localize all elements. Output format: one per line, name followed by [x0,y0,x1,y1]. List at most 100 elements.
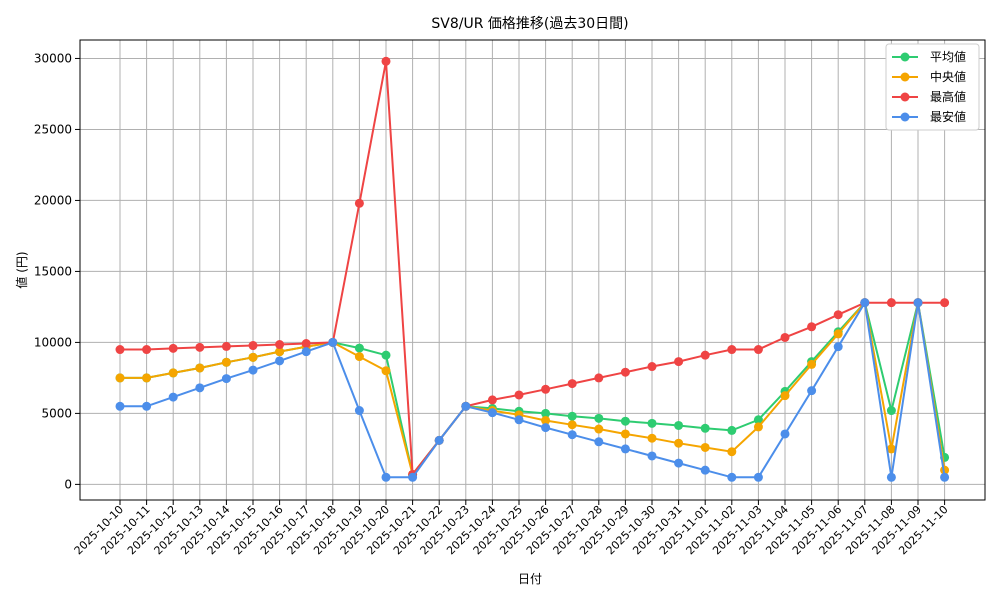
legend-marker [900,112,910,122]
data-point [434,435,444,445]
data-point [647,433,657,443]
data-point [541,408,551,418]
data-point [860,298,870,308]
data-point [674,458,684,468]
legend-box [885,43,980,131]
series-layer [115,56,950,482]
data-point [354,352,364,362]
series-line [120,300,946,477]
series-最安値 [115,298,950,482]
y-tick-label: 25000 [34,122,72,136]
data-point [541,384,551,394]
data-point [115,373,125,383]
legend-label: 平均値 [930,49,966,64]
x-axis-label: 日付 [518,572,542,586]
legend-item: 最安値 [892,109,966,124]
data-point [248,341,258,351]
data-point [674,357,684,367]
data-point [700,465,710,475]
data-point [620,416,630,426]
plot-frame [79,39,986,501]
y-tick-label: 0 [64,477,72,491]
data-point [354,198,364,208]
data-point [514,415,524,425]
legend-label: 中央値 [930,69,966,84]
data-point [727,425,737,435]
data-point [886,444,896,454]
data-point [620,429,630,439]
data-point [541,423,551,433]
data-point [142,401,152,411]
data-point [221,341,231,351]
data-point [594,373,604,383]
data-point [328,337,338,347]
data-point [727,345,737,355]
data-point [168,343,178,353]
data-point [780,429,790,439]
data-point [301,339,311,349]
data-point [753,415,763,425]
data-point [807,359,817,369]
data-point [275,340,285,350]
y-axis: 0 5000 10000 15000 20000 25000 30000 [34,51,80,491]
data-point [168,392,178,402]
legend-label: 最高値 [930,89,966,104]
data-point [248,365,258,375]
data-point [487,395,497,405]
data-point [753,345,763,355]
data-point [700,350,710,360]
data-point [195,342,205,352]
data-point [275,356,285,366]
data-point [381,56,391,66]
data-point [647,418,657,428]
data-point [886,472,896,482]
legend-marker [900,72,910,82]
data-point [940,472,950,482]
data-point [674,438,684,448]
data-point [301,347,311,357]
data-point [168,368,178,378]
data-point [567,379,577,389]
data-point [487,408,497,418]
data-point [753,472,763,482]
data-point [647,451,657,461]
data-point [567,411,577,421]
data-point [275,347,285,357]
data-point [594,437,604,447]
data-point [833,329,843,339]
data-point [142,345,152,355]
y-tick-label: 30000 [34,51,72,65]
data-point [780,391,790,401]
data-point [727,472,737,482]
data-point [833,310,843,320]
data-point [221,357,231,367]
legend-marker [900,52,910,62]
data-point [248,352,258,362]
data-point [461,401,471,411]
data-point [620,367,630,377]
data-point [674,420,684,430]
y-tick-label: 15000 [34,264,72,278]
data-point [647,362,657,372]
y-axis-label: 値 (円) [14,251,29,288]
data-point [807,386,817,396]
data-point [886,298,896,308]
data-point [115,345,125,355]
data-point [354,343,364,353]
data-point [780,332,790,342]
y-tick-label: 10000 [34,335,72,349]
data-point [195,363,205,373]
data-point [940,298,950,308]
data-point [541,415,551,425]
legend-item: 平均値 [892,49,966,64]
grid [80,40,985,500]
data-point [381,366,391,376]
data-point [195,383,205,393]
data-point [700,442,710,452]
series-最高値 [115,56,950,479]
data-point [833,342,843,352]
legend-item: 最高値 [892,89,966,104]
